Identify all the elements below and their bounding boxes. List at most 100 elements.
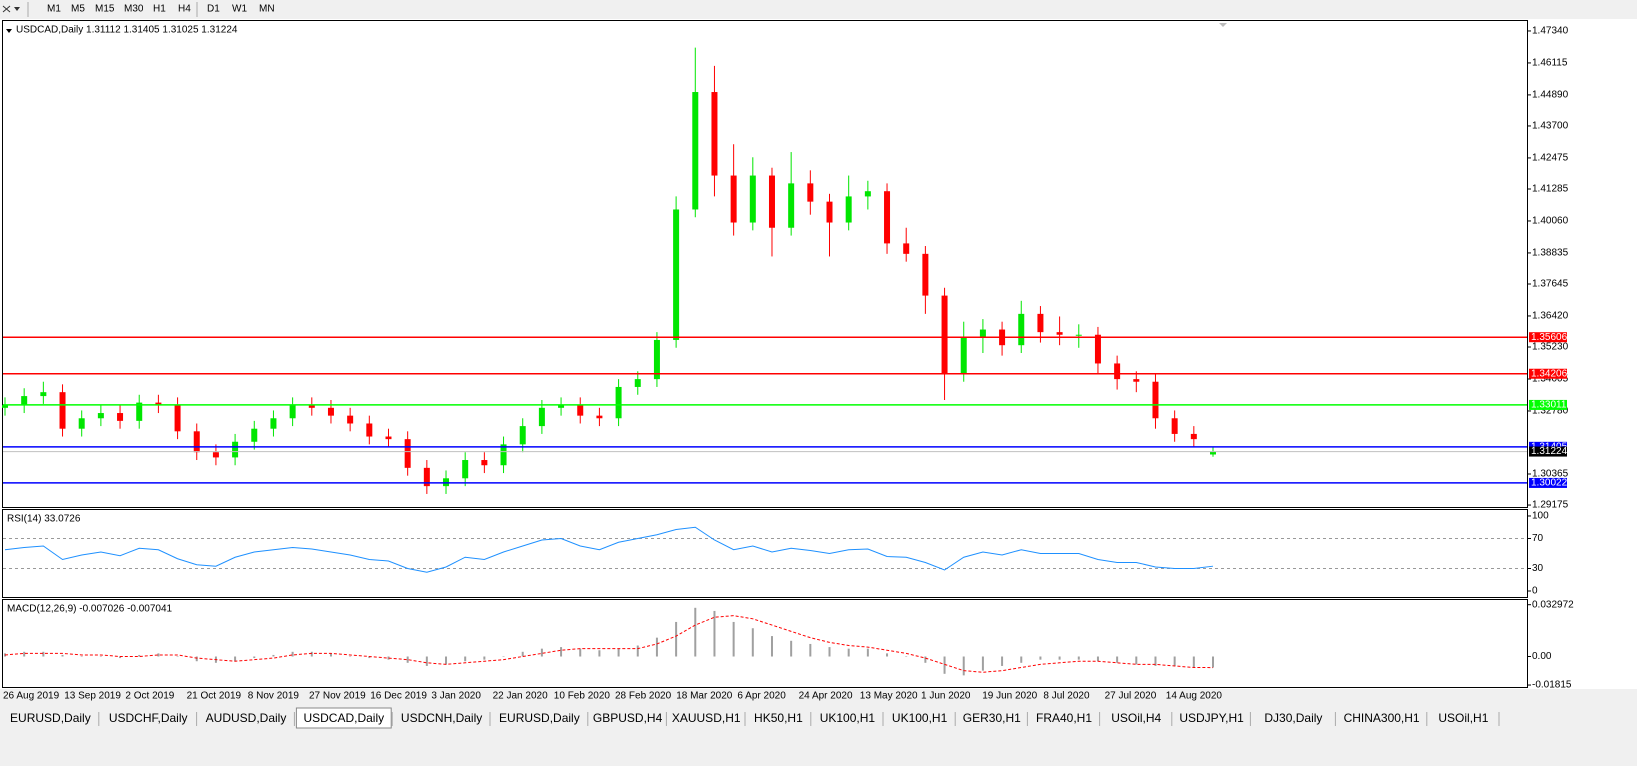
toolbar-dropdown[interactable] xyxy=(14,7,20,11)
timeframe-button[interactable]: M1 xyxy=(47,4,61,15)
shift-marker xyxy=(1219,23,1227,27)
chart-tab-bg xyxy=(589,710,666,728)
macd-histogram-bar xyxy=(1116,656,1119,663)
toolbar-icon[interactable] xyxy=(2,5,11,13)
macd-histogram-bar xyxy=(349,656,352,658)
chart-tab[interactable]: USDCNH,Daily xyxy=(394,710,491,728)
candle-body xyxy=(577,405,584,416)
chart-tab[interactable]: GBPUSD,H4 xyxy=(589,710,667,728)
macd-histogram-bar xyxy=(138,654,141,657)
chart-tab[interactable]: USDCHF,Daily xyxy=(100,710,198,728)
chart-tab[interactable]: USOil,H1 xyxy=(1428,710,1500,728)
chart-tab[interactable]: DJ30,Daily xyxy=(1252,710,1336,728)
chart-tab[interactable]: USOil,H4 xyxy=(1101,710,1173,728)
chart-tab-label[interactable]: GER30,H1 xyxy=(963,711,1021,725)
chart-tab[interactable]: HK50,H1 xyxy=(747,710,812,728)
timeframe-button[interactable]: MN xyxy=(259,4,275,15)
chart-tab[interactable]: XAUUSD,H1 xyxy=(668,710,746,728)
chart-tab-label[interactable]: EURUSD,Daily xyxy=(499,711,580,725)
chart-tab-label[interactable]: GBPUSD,H4 xyxy=(593,711,663,725)
chart-tab-label[interactable]: EURUSD,Daily xyxy=(10,711,91,725)
macd-histogram-bar xyxy=(445,656,448,665)
timeframe-button[interactable]: M30 xyxy=(124,4,144,15)
x-axis-label: 10 Feb 2020 xyxy=(554,691,611,702)
candle-body xyxy=(308,405,315,408)
main-panel xyxy=(2,20,1528,508)
timeframe-button[interactable]: W1 xyxy=(232,4,247,15)
chart-tab-label[interactable]: HK50,H1 xyxy=(754,711,803,725)
macd-histogram-bar xyxy=(157,653,160,657)
macd-histogram-bar xyxy=(732,621,735,657)
chart-tab-bg xyxy=(1101,710,1171,728)
chart-tab-label[interactable]: USOil,H4 xyxy=(1111,711,1161,725)
x-axis-label: 13 May 2020 xyxy=(860,691,918,702)
candle-body xyxy=(78,418,85,429)
x-axis-label: 18 Mar 2020 xyxy=(676,691,733,702)
chart-tab-label[interactable]: USDJPY,H1 xyxy=(1179,711,1244,725)
candle-body xyxy=(1171,418,1178,434)
candle-body xyxy=(615,386,622,419)
chart-tab[interactable]: EURUSD,Daily xyxy=(492,710,589,728)
price-level-label: 1.31224 xyxy=(1531,446,1568,457)
chart-tab-label[interactable]: USOil,H1 xyxy=(1438,711,1488,725)
chart-tab-bg xyxy=(747,710,810,728)
macd-histogram-bar xyxy=(981,656,984,671)
macd-histogram-bar xyxy=(694,607,697,657)
chart-tab-label[interactable]: XAUUSD,H1 xyxy=(672,711,741,725)
candle-body xyxy=(1018,313,1025,346)
price-level-tag xyxy=(1529,477,1567,488)
chart-tab-label[interactable]: AUDUSD,Daily xyxy=(206,711,287,725)
macd-histogram-bar xyxy=(1154,656,1157,666)
chart-tab-bg xyxy=(957,710,1027,728)
timeframe-button[interactable]: D1 xyxy=(207,4,220,15)
chart-tab[interactable]: FRA40,H1 xyxy=(1029,710,1101,728)
macd-histogram-bar xyxy=(943,656,946,674)
macd-histogram-bar xyxy=(310,651,313,657)
chart-tab-label[interactable]: UK100,H1 xyxy=(820,711,876,725)
macd-histogram-bar xyxy=(368,656,371,659)
chart-tab[interactable]: USDCAD,Daily xyxy=(295,707,393,729)
chart-tab-label[interactable]: DJ30,Daily xyxy=(1264,711,1322,725)
x-axis-label: 2 Oct 2019 xyxy=(125,691,174,702)
chart-tab-label[interactable]: UK100,H1 xyxy=(892,711,948,725)
timeframe-button[interactable]: H4 xyxy=(178,4,191,15)
chart-tab-label[interactable]: USDCAD,Daily xyxy=(303,711,384,725)
symbol-menu-arrow[interactable] xyxy=(6,29,12,33)
candle-body xyxy=(1210,451,1216,455)
chart-tab-label[interactable]: CHINA300,H1 xyxy=(1344,711,1420,725)
x-axis-label: 28 Feb 2020 xyxy=(615,691,672,702)
y-tick-label: 0.00 xyxy=(1532,651,1552,662)
chart-area xyxy=(0,19,1637,689)
timeframe-button[interactable]: H1 xyxy=(153,4,166,15)
chart-tab[interactable]: EURUSD,Daily xyxy=(3,710,100,728)
candle-body xyxy=(673,209,680,340)
timeframe-button[interactable]: M15 xyxy=(95,4,115,15)
chart-tab-label[interactable]: USDCHF,Daily xyxy=(109,711,188,725)
chart-tab[interactable]: USDJPY,H1 xyxy=(1173,710,1251,728)
y-tick-label: 1.35230 xyxy=(1532,342,1569,353)
macd-histogram-bar xyxy=(1096,656,1099,662)
candle-body xyxy=(462,460,469,479)
macd-histogram-bar xyxy=(1058,656,1061,660)
toolbar xyxy=(0,0,1637,19)
y-tick-label: 1.29175 xyxy=(1532,500,1569,511)
y-tick-label: 30 xyxy=(1532,563,1544,574)
macd-histogram-bar xyxy=(540,648,543,657)
chart-tab[interactable]: AUDUSD,Daily xyxy=(198,710,295,728)
candle-body xyxy=(653,339,660,380)
candle-body xyxy=(385,436,392,440)
candle-body xyxy=(826,201,833,223)
timeframe-toolbar: M1 M5 M15 M30 H1 H4 D1 W1 MN xyxy=(47,2,275,17)
x-axis-label: 16 Dec 2019 xyxy=(370,691,427,702)
candle-body xyxy=(155,402,162,406)
chart-tab[interactable]: GER30,H1 xyxy=(957,710,1028,728)
macd-histogram-bar xyxy=(924,656,927,663)
chart-tab-label[interactable]: FRA40,H1 xyxy=(1036,711,1092,725)
timeframe-button[interactable]: M5 xyxy=(71,4,85,15)
chart-tab[interactable]: UK100,H1 xyxy=(885,710,956,728)
candle-body xyxy=(404,439,411,468)
chart-tab-label[interactable]: USDCNH,Daily xyxy=(401,711,482,725)
chart-tab[interactable]: CHINA300,H1 xyxy=(1337,710,1428,728)
chart-tab[interactable]: UK100,H1 xyxy=(812,710,884,728)
y-tick-label: 1.41285 xyxy=(1532,184,1569,195)
